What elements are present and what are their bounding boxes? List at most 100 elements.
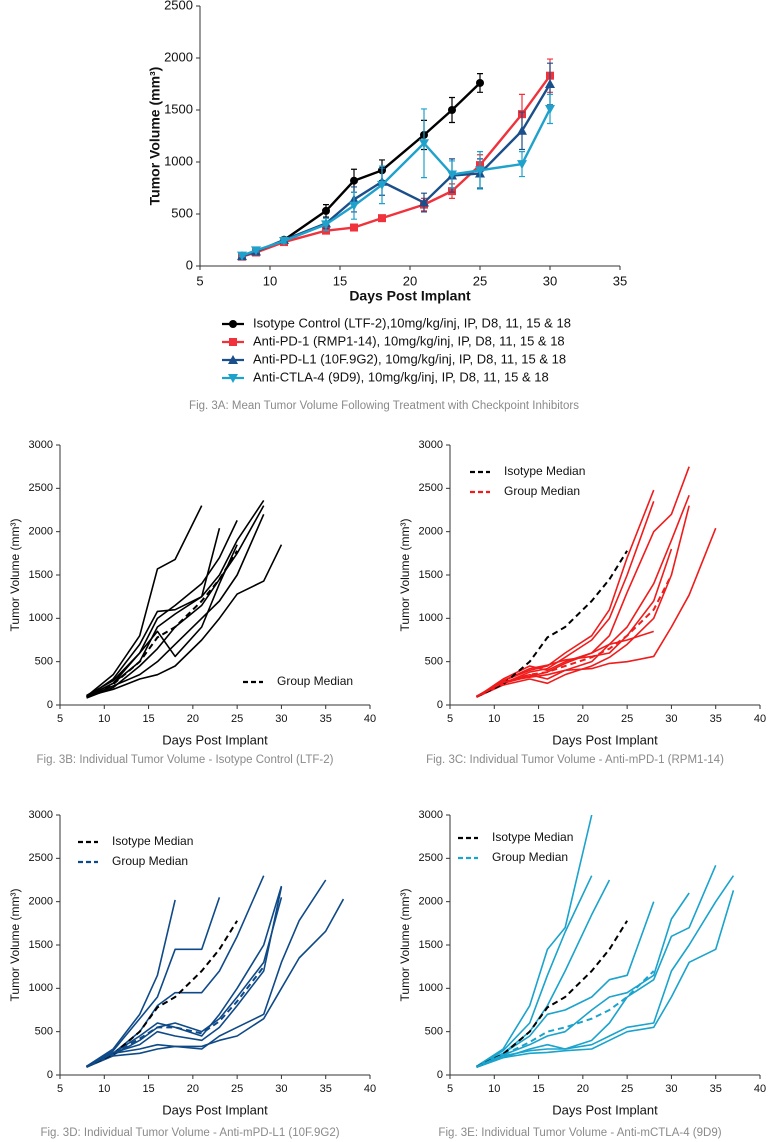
x-tick-label: 20 <box>577 1083 589 1095</box>
x-tick-label: 10 <box>488 1083 500 1095</box>
series-line <box>86 897 283 1068</box>
x-tick-label: 5 <box>447 1083 453 1095</box>
x-tick-label: 15 <box>142 1083 154 1095</box>
series-line <box>86 544 238 698</box>
median-line <box>476 574 673 698</box>
x-tick-label: 25 <box>473 273 487 288</box>
series-line <box>476 505 690 698</box>
y-tick-label: 0 <box>47 699 53 711</box>
y-tick-label: 2000 <box>29 896 53 908</box>
x-axis-label: Days Post Implant <box>349 288 471 304</box>
x-tick-label: 30 <box>275 713 287 725</box>
legend-label: Isotype Median <box>492 830 573 844</box>
series-line <box>86 875 265 1068</box>
legend-label: Group Median <box>112 854 188 868</box>
x-tick-label: 25 <box>621 1083 633 1095</box>
series-line <box>86 879 327 1068</box>
series-line <box>241 108 552 257</box>
marker <box>350 176 358 185</box>
y-tick-label: 1000 <box>419 982 443 994</box>
x-tick-label: 20 <box>187 713 199 725</box>
y-tick-label: 0 <box>186 257 193 272</box>
marker <box>237 251 247 261</box>
y-tick-label: 3000 <box>29 439 53 451</box>
caption: Fig. 3D: Individual Tumor Volume - Anti-… <box>40 1127 339 1139</box>
y-tick-label: 2500 <box>164 0 193 12</box>
y-tick-label: 1000 <box>29 612 53 624</box>
marker <box>378 214 386 223</box>
y-tick-label: 500 <box>425 1026 443 1038</box>
marker <box>419 139 429 149</box>
series-line <box>86 505 265 699</box>
legend-label: Isotype Control (LTF-2),10mg/kg/inj, IP,… <box>253 315 571 330</box>
marker <box>228 374 238 383</box>
series-line <box>86 520 238 697</box>
x-tick-label: 25 <box>231 713 243 725</box>
series-line <box>241 82 481 258</box>
median-line <box>86 550 238 698</box>
x-axis-label: Days Post Implant <box>552 732 658 747</box>
x-tick-label: 5 <box>57 713 63 725</box>
x-tick-label: 20 <box>403 273 417 288</box>
y-tick-label: 2500 <box>419 482 443 494</box>
y-tick-label: 0 <box>437 1069 443 1081</box>
y-tick-label: 1500 <box>164 101 193 116</box>
y-tick-label: 2500 <box>29 482 53 494</box>
x-tick-label: 40 <box>754 713 766 725</box>
legend-label: Anti-PD-L1 (10F.9G2), 10mg/kg/inj, IP, D… <box>253 351 566 366</box>
x-tick-label: 5 <box>447 713 453 725</box>
x-tick-label: 40 <box>754 1083 766 1095</box>
y-tick-label: 2500 <box>419 852 443 864</box>
series-line <box>476 501 655 698</box>
series-line <box>476 814 593 1068</box>
marker <box>545 104 555 114</box>
y-tick-label: 1500 <box>29 939 53 951</box>
x-tick-label: 35 <box>320 713 332 725</box>
y-tick-label: 1000 <box>29 982 53 994</box>
x-tick-label: 30 <box>665 713 677 725</box>
y-tick-label: 1000 <box>164 153 193 168</box>
y-tick-label: 500 <box>171 205 193 220</box>
caption: Fig. 3A: Mean Tumor Volume Following Tre… <box>189 400 579 412</box>
y-axis-label: Tumor Volume (mm³) <box>147 67 163 206</box>
x-tick-label: 25 <box>231 1083 243 1095</box>
marker <box>350 223 358 232</box>
marker <box>419 197 429 207</box>
x-tick-label: 10 <box>98 1083 110 1095</box>
legend-label: Isotype Median <box>504 464 585 478</box>
marker <box>228 355 238 364</box>
x-tick-label: 15 <box>333 273 347 288</box>
x-axis-label: Days Post Implant <box>162 1102 268 1117</box>
y-tick-label: 2000 <box>419 526 443 538</box>
marker <box>545 79 555 88</box>
x-tick-label: 10 <box>98 713 110 725</box>
series-line <box>476 494 690 698</box>
x-tick-label: 35 <box>710 1083 722 1095</box>
marker <box>349 201 359 211</box>
x-tick-label: 15 <box>532 1083 544 1095</box>
x-tick-label: 35 <box>613 273 627 288</box>
y-axis-label: Tumor Volume (mm³) <box>398 889 412 1002</box>
marker <box>475 166 485 176</box>
y-axis-label: Tumor Volume (mm³) <box>8 519 22 632</box>
y-axis-label: Tumor Volume (mm³) <box>398 519 412 632</box>
y-tick-label: 1500 <box>29 569 53 581</box>
series-line <box>86 886 283 1068</box>
y-tick-label: 3000 <box>29 809 53 821</box>
marker <box>251 246 261 256</box>
series-line <box>86 527 221 698</box>
x-tick-label: 20 <box>577 713 589 725</box>
series-line <box>86 899 176 1068</box>
series-line <box>476 875 735 1068</box>
legend-label: Group Median <box>277 674 353 688</box>
y-tick-label: 3000 <box>419 439 443 451</box>
series-line <box>476 890 735 1068</box>
y-tick-label: 500 <box>425 656 443 668</box>
median-line <box>476 920 628 1068</box>
series-line <box>476 466 690 698</box>
legend-label: Group Median <box>492 850 568 864</box>
marker <box>517 125 527 135</box>
marker <box>321 220 331 230</box>
marker <box>322 206 330 215</box>
